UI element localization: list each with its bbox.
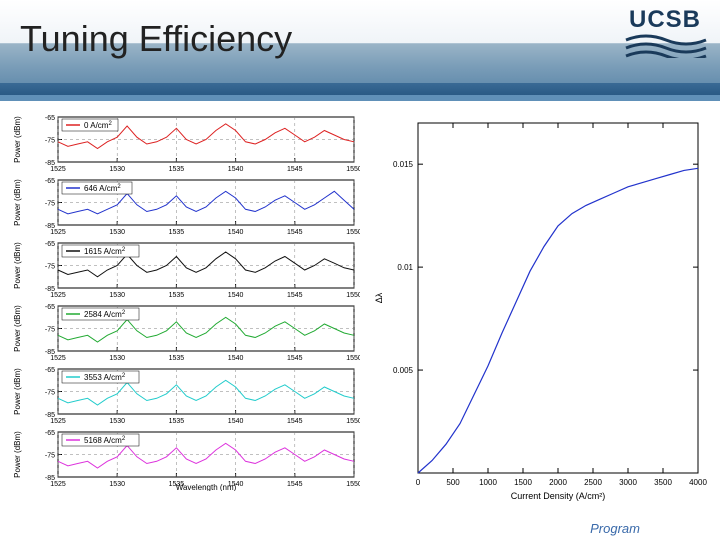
svg-text:Power (dBm): Power (dBm) bbox=[13, 368, 22, 415]
svg-text:1525: 1525 bbox=[50, 229, 66, 236]
delta-lambda-svg: 0.005 0.01 0.015 0 500 1000 1500 2000 2500 3000 35… bbox=[368, 113, 708, 503]
spectrum-2: -85-75-65152515301535154015451550Power (… bbox=[10, 239, 360, 302]
ucsb-logo-text: UCSB bbox=[622, 6, 708, 34]
svg-text:1545: 1545 bbox=[287, 229, 303, 236]
spectrum-5: -85-75-65152515301535154015451550Power (… bbox=[10, 428, 360, 491]
spectrum-row: -85-75-65152515301535154015451550Power (… bbox=[10, 176, 360, 239]
svg-text:1535: 1535 bbox=[169, 292, 185, 299]
svg-text:1545: 1545 bbox=[287, 292, 303, 299]
svg-text:1550: 1550 bbox=[346, 418, 360, 425]
svg-text:646 A/cm2: 646 A/cm2 bbox=[84, 184, 121, 193]
wave-icon bbox=[622, 34, 708, 58]
svg-text:-65: -65 bbox=[45, 178, 55, 185]
spectrum-row: -85-75-65152515301535154015451550Power (… bbox=[10, 365, 360, 428]
svg-text:1535: 1535 bbox=[169, 166, 185, 173]
svg-text:-65: -65 bbox=[45, 115, 55, 122]
spectrum-3: -85-75-65152515301535154015451550Power (… bbox=[10, 302, 360, 365]
svg-text:Wavelength (nm): Wavelength (nm) bbox=[176, 483, 237, 491]
svg-text:0.015: 0.015 bbox=[393, 160, 414, 169]
svg-text:2500: 2500 bbox=[584, 478, 602, 487]
svg-text:1540: 1540 bbox=[228, 292, 244, 299]
svg-text:1535: 1535 bbox=[169, 355, 185, 362]
svg-text:-75: -75 bbox=[45, 264, 55, 271]
svg-text:Power (dBm): Power (dBm) bbox=[13, 305, 22, 352]
svg-text:-75: -75 bbox=[45, 201, 55, 208]
svg-text:0 A/cm2: 0 A/cm2 bbox=[84, 121, 112, 130]
svg-text:1530: 1530 bbox=[109, 418, 125, 425]
svg-text:2000: 2000 bbox=[549, 478, 567, 487]
ucsb-logo: UCSB bbox=[622, 6, 708, 58]
svg-text:1550: 1550 bbox=[346, 355, 360, 362]
svg-text:1550: 1550 bbox=[346, 229, 360, 236]
svg-text:1545: 1545 bbox=[287, 166, 303, 173]
svg-text:1525: 1525 bbox=[50, 166, 66, 173]
svg-text:1530: 1530 bbox=[109, 292, 125, 299]
svg-text:-65: -65 bbox=[45, 430, 55, 437]
svg-text:1540: 1540 bbox=[228, 355, 244, 362]
svg-text:-75: -75 bbox=[45, 390, 55, 397]
svg-text:1530: 1530 bbox=[109, 481, 125, 488]
svg-text:Power (dBm): Power (dBm) bbox=[13, 431, 22, 478]
svg-text:1000: 1000 bbox=[479, 478, 497, 487]
svg-text:1535: 1535 bbox=[169, 229, 185, 236]
svg-text:1540: 1540 bbox=[228, 229, 244, 236]
slide-header: Tuning Efficiency UCSB bbox=[0, 0, 720, 95]
spectrum-0: -85-75-65152515301535154015451550Power (… bbox=[10, 113, 360, 176]
svg-text:4000: 4000 bbox=[689, 478, 707, 487]
svg-text:-65: -65 bbox=[45, 367, 55, 374]
spectrum-1: -85-75-65152515301535154015451550Power (… bbox=[10, 176, 360, 239]
svg-text:Δλ: Δλ bbox=[374, 292, 384, 303]
svg-text:1540: 1540 bbox=[228, 166, 244, 173]
svg-text:3500: 3500 bbox=[654, 478, 672, 487]
svg-text:1545: 1545 bbox=[287, 418, 303, 425]
svg-text:Current Density (A/cm²): Current Density (A/cm²) bbox=[511, 491, 606, 501]
footer-text: Program bbox=[590, 521, 640, 536]
svg-text:1535: 1535 bbox=[169, 418, 185, 425]
svg-text:0.005: 0.005 bbox=[393, 366, 414, 375]
svg-text:Power (dBm): Power (dBm) bbox=[13, 242, 22, 289]
svg-text:-65: -65 bbox=[45, 304, 55, 311]
spectrum-row: -85-75-65152515301535154015451550Power (… bbox=[10, 239, 360, 302]
svg-text:Power (dBm): Power (dBm) bbox=[13, 179, 22, 226]
spectrum-row: -85-75-65152515301535154015451550Power (… bbox=[10, 428, 360, 491]
spectrum-4: -85-75-65152515301535154015451550Power (… bbox=[10, 365, 360, 428]
svg-text:1545: 1545 bbox=[287, 481, 303, 488]
svg-text:1500: 1500 bbox=[514, 478, 532, 487]
svg-text:-75: -75 bbox=[45, 327, 55, 334]
svg-text:0.01: 0.01 bbox=[397, 263, 413, 272]
svg-text:5168 A/cm2: 5168 A/cm2 bbox=[84, 436, 126, 445]
svg-text:-75: -75 bbox=[45, 453, 55, 460]
spectrum-row: -85-75-65152515301535154015451550Power (… bbox=[10, 113, 360, 176]
svg-text:2584 A/cm2: 2584 A/cm2 bbox=[84, 310, 126, 319]
spectrum-row: -85-75-65152515301535154015451550Power (… bbox=[10, 302, 360, 365]
svg-text:1525: 1525 bbox=[50, 481, 66, 488]
svg-text:1545: 1545 bbox=[287, 355, 303, 362]
svg-text:1550: 1550 bbox=[346, 292, 360, 299]
svg-text:1550: 1550 bbox=[346, 166, 360, 173]
spectra-panel: -85-75-65152515301535154015451550Power (… bbox=[10, 113, 360, 516]
svg-text:0: 0 bbox=[416, 478, 421, 487]
svg-text:1530: 1530 bbox=[109, 355, 125, 362]
svg-text:-75: -75 bbox=[45, 138, 55, 145]
svg-text:500: 500 bbox=[446, 478, 460, 487]
svg-text:Power (dBm): Power (dBm) bbox=[13, 116, 22, 163]
svg-text:3553 A/cm2: 3553 A/cm2 bbox=[84, 373, 126, 382]
svg-text:3000: 3000 bbox=[619, 478, 637, 487]
header-divider-light bbox=[0, 95, 720, 101]
svg-text:1540: 1540 bbox=[228, 418, 244, 425]
svg-text:1615 A/cm2: 1615 A/cm2 bbox=[84, 247, 126, 256]
svg-text:1530: 1530 bbox=[109, 229, 125, 236]
svg-text:1530: 1530 bbox=[109, 166, 125, 173]
svg-text:1550: 1550 bbox=[346, 481, 360, 488]
header-divider bbox=[0, 83, 720, 95]
svg-text:1525: 1525 bbox=[50, 418, 66, 425]
svg-text:1525: 1525 bbox=[50, 292, 66, 299]
svg-text:1525: 1525 bbox=[50, 355, 66, 362]
content-area: -85-75-65152515301535154015451550Power (… bbox=[0, 105, 720, 540]
page-title: Tuning Efficiency bbox=[20, 18, 292, 60]
delta-lambda-chart: 0.005 0.01 0.015 0 500 1000 1500 2000 2500 3000 35… bbox=[368, 113, 710, 516]
svg-text:-65: -65 bbox=[45, 241, 55, 248]
